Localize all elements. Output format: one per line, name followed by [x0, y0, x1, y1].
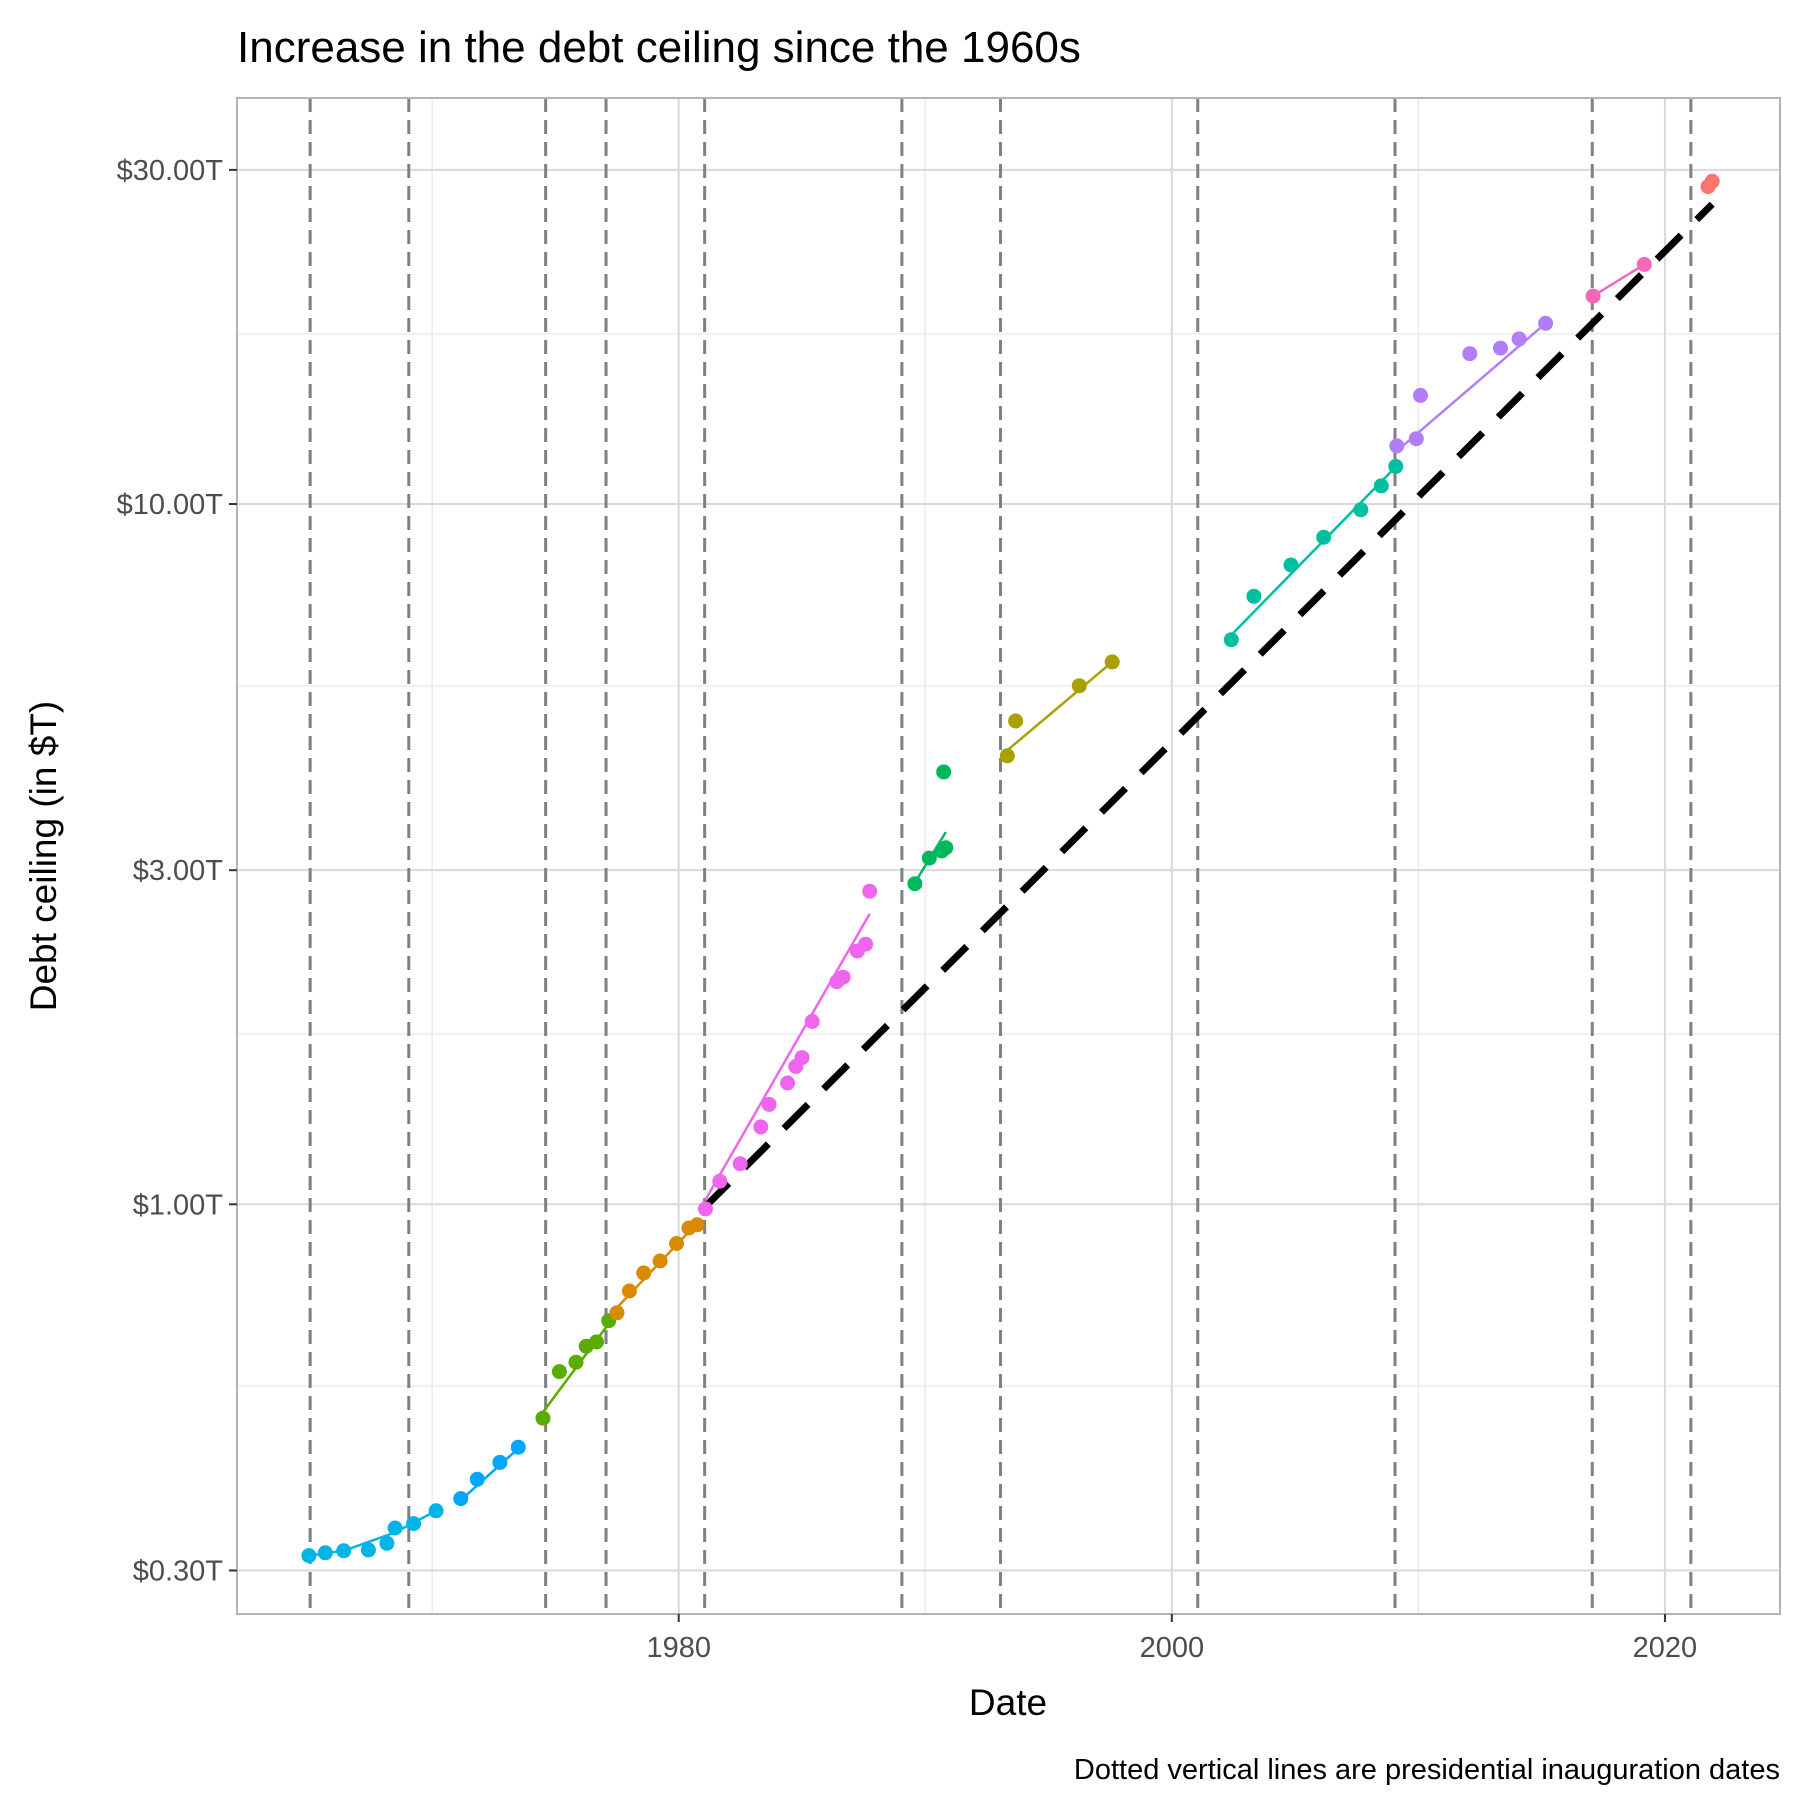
data-point [1388, 458, 1404, 474]
data-point [1493, 340, 1508, 356]
data-point [794, 1050, 810, 1066]
data-point [1104, 654, 1120, 670]
series-fit-line [1230, 465, 1397, 636]
x-tick-label: 2000 [1140, 1632, 1205, 1664]
y-axis-title: Debt ceiling (in $T) [23, 701, 64, 1012]
data-point [804, 1014, 820, 1029]
y-tick-label: $0.30T [133, 1555, 224, 1587]
data-point [336, 1543, 352, 1559]
series-fit-line [704, 913, 871, 1201]
data-point [589, 1334, 604, 1350]
x-axis-title: Date [969, 1682, 1047, 1723]
data-point [732, 1156, 748, 1172]
series-fit-line [1592, 263, 1645, 298]
data-point [428, 1503, 444, 1519]
data-point [1538, 315, 1554, 331]
data-point [1353, 502, 1369, 518]
data-point [862, 883, 878, 899]
data-point [1636, 256, 1652, 272]
x-tick-label: 1980 [646, 1632, 711, 1664]
x-tick-label: 2020 [1633, 1632, 1698, 1664]
data-point [636, 1265, 652, 1281]
gridlines [237, 98, 1780, 1614]
data-point [492, 1454, 508, 1470]
data-point [406, 1516, 422, 1532]
data-point [379, 1535, 395, 1551]
series-fit-line [459, 1447, 520, 1502]
plot-panel [236, 97, 1781, 1615]
y-tick-label: $1.00T [133, 1189, 224, 1221]
data-point [453, 1491, 469, 1507]
data-point [469, 1471, 485, 1487]
y-axis: $0.30T $1.00T $3.00T $10.00T $30.00T [117, 155, 237, 1587]
data-points [301, 173, 1720, 1564]
data-point [753, 1119, 769, 1135]
data-point [1462, 346, 1478, 362]
plot-border [236, 97, 1781, 1615]
data-point [938, 840, 954, 856]
data-point [689, 1217, 705, 1233]
data-point [551, 1364, 567, 1380]
data-point [1585, 288, 1601, 304]
data-point [317, 1545, 333, 1561]
data-point [858, 936, 874, 952]
data-point [698, 1201, 713, 1217]
data-point [1246, 588, 1262, 604]
data-point [609, 1305, 625, 1321]
data-point [1413, 387, 1428, 403]
data-point [535, 1410, 551, 1426]
y-tick-label: $30.00T [117, 155, 224, 187]
data-point [1283, 557, 1299, 573]
data-point [921, 850, 937, 866]
data-point [780, 1075, 796, 1091]
data-point [907, 876, 923, 892]
y-tick-label: $3.00T [133, 855, 224, 887]
chart-title: Increase in the debt ceiling since the 1… [237, 23, 1081, 72]
data-point [835, 969, 851, 985]
data-point [1511, 331, 1527, 347]
x-axis: 1980 2000 2020 [646, 1614, 1697, 1664]
data-point [387, 1520, 403, 1536]
data-point [360, 1542, 376, 1558]
data-point [669, 1236, 685, 1251]
data-point [1704, 173, 1720, 189]
y-tick-label: $10.00T [117, 489, 224, 521]
inauguration-lines [308, 98, 1693, 1614]
data-point [1389, 438, 1405, 454]
data-point [301, 1548, 317, 1564]
data-point [712, 1173, 728, 1189]
trend-line [702, 201, 1715, 1210]
data-point [1223, 632, 1239, 648]
data-point [1373, 478, 1389, 494]
data-point [1008, 713, 1024, 729]
data-point [652, 1253, 668, 1269]
data-point [1316, 529, 1332, 545]
data-point [936, 764, 952, 780]
data-point [510, 1439, 526, 1455]
data-point [1071, 678, 1087, 694]
data-point [1408, 431, 1424, 447]
chart-caption: Dotted vertical lines are presidential i… [1074, 1754, 1780, 1786]
data-point [761, 1096, 777, 1112]
data-point [568, 1354, 584, 1370]
data-point [999, 748, 1015, 764]
data-point [621, 1283, 637, 1299]
trend-line-path [702, 201, 1715, 1210]
series-fit-line [1006, 660, 1114, 752]
